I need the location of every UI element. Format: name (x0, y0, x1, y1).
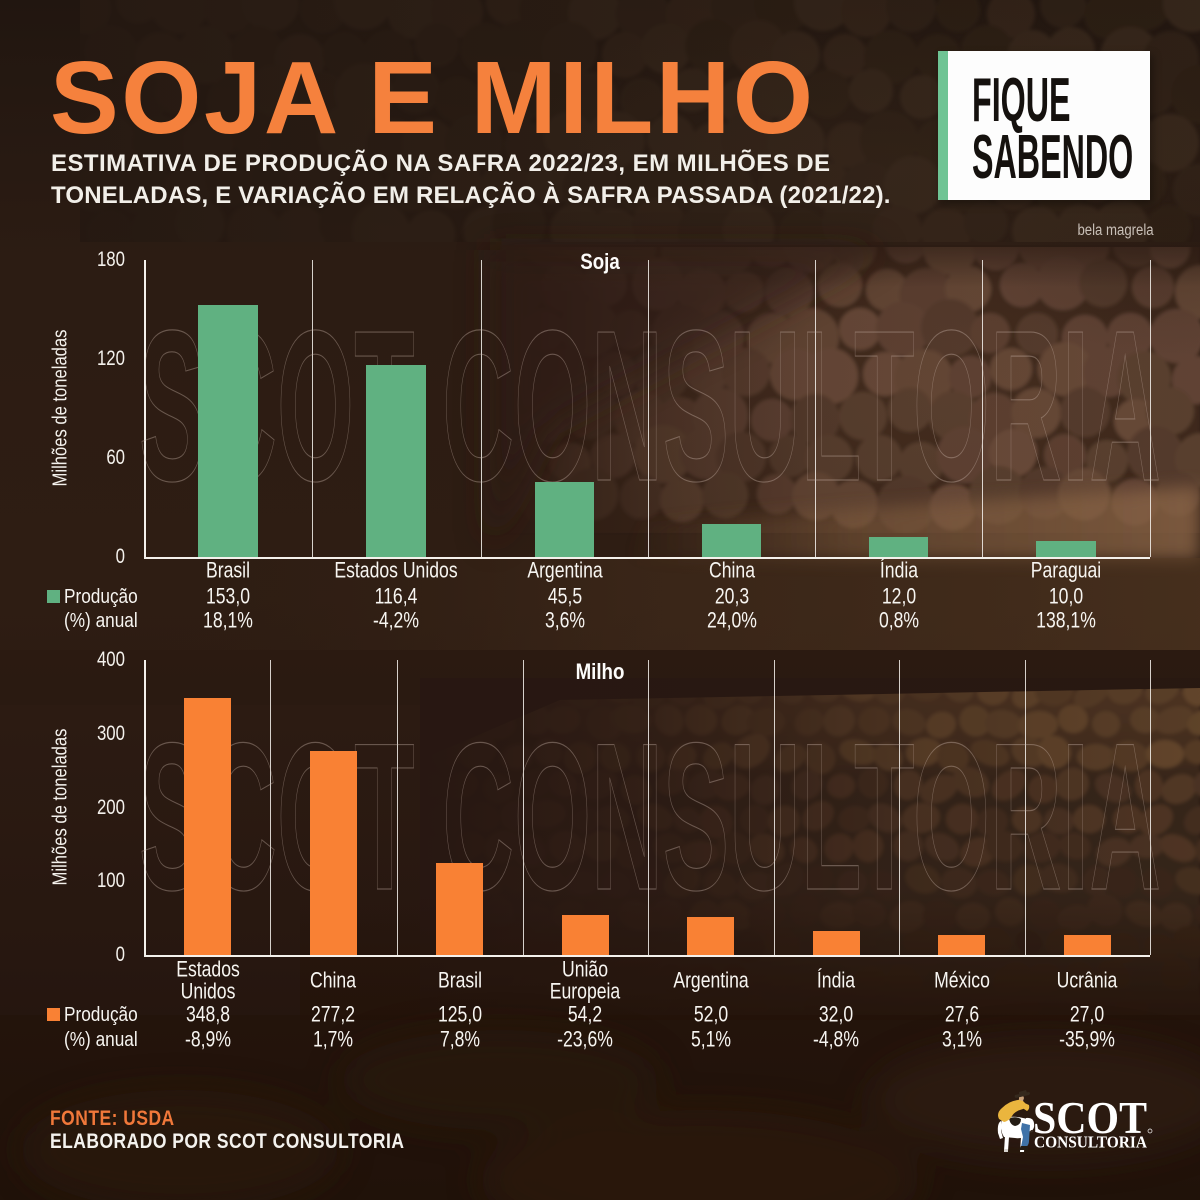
svg-text:SCOT CONSULTORIA: SCOT CONSULTORIA (139, 285, 1161, 526)
svg-text:CONSULTORIA: CONSULTORIA (1034, 1133, 1147, 1152)
svg-text:SCOT: SCOT (1033, 1093, 1147, 1143)
svg-text:SCOT CONSULTORIA: SCOT CONSULTORIA (139, 699, 1161, 934)
